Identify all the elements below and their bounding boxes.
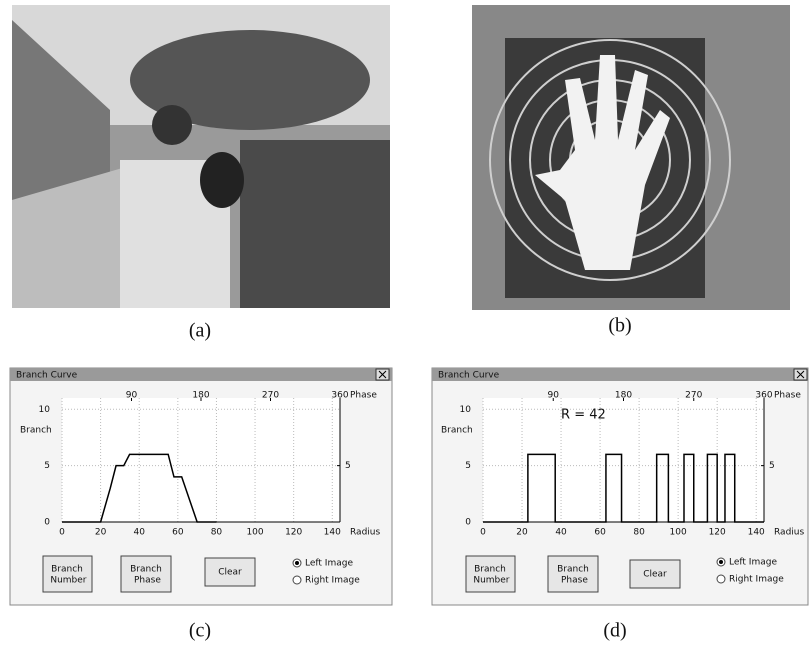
plot-area [62,398,340,522]
button-label: Branch Number [47,564,86,585]
x-tick-label: 40 [555,528,567,538]
y-tick-label: 10 [460,405,472,415]
x-tick-label: 100 [246,528,263,538]
radio-label: Left Image [729,558,777,568]
x2-tick-label: 180 [615,391,632,401]
x-tick-label: 0 [480,528,486,538]
x-tick-label: 100 [670,528,687,538]
cars [240,140,390,308]
panel-label: (d) [603,620,626,642]
x-tick-label: 20 [516,528,528,538]
close-box[interactable] [376,369,389,380]
y-tick-label: 5 [44,461,50,471]
photo-a [12,5,390,308]
x-axis-label: Radius [350,528,380,538]
button-label: Branch Phase [557,564,589,585]
x-tick-label: 40 [133,528,145,538]
button[interactable]: Branch Phase [121,556,171,592]
radio-label: Left Image [305,559,353,569]
y-tick-label: 5 [465,461,471,471]
window: Branch Curve Branch Number Branch Phase … [432,368,808,605]
annotation: R = 42 [561,407,606,422]
panel-label: (c) [189,620,211,642]
photo-b [472,5,790,310]
x2-tick-label: 90 [548,391,560,401]
radio-label: Right Image [305,576,360,586]
x-tick-label: 60 [594,528,606,538]
x-tick-label: 140 [324,528,341,538]
button-label: Branch Number [470,564,509,585]
y2-tick-label: 5 [769,461,775,471]
x-tick-label: 140 [748,528,765,538]
x-axis-label: Radius [774,528,804,538]
button-label: Clear [643,570,667,580]
y-tick-label: 10 [39,405,51,415]
y-tick-label: 0 [465,518,471,528]
panel-label: (a) [189,320,211,342]
x2-axis-label: Phase [774,391,801,401]
button[interactable]: Branch Number [466,556,515,592]
button-label: Clear [218,568,242,578]
x2-tick-label: 180 [192,391,209,401]
y-tick-label: 0 [44,518,50,528]
radio-label: Right Image [729,575,784,585]
x-tick-label: 80 [211,528,223,538]
button[interactable]: Branch Number [43,556,92,592]
x-tick-label: 60 [172,528,184,538]
panel-label: (b) [608,315,631,337]
button[interactable]: Branch Phase [548,556,598,592]
close-box[interactable] [794,369,807,380]
figure: (a) (b) (c) (d) Branch Curve Branch Numb… [0,0,809,646]
x-tick-label: 80 [633,528,645,538]
x2-tick-label: 270 [685,391,702,401]
x2-axis-label: Phase [350,391,377,401]
x-tick-label: 120 [709,528,726,538]
y2-tick-label: 5 [345,461,351,471]
window-title: Branch Curve [438,371,500,381]
window: Branch Curve Branch Number Branch Phase … [10,368,392,605]
x-tick-label: 0 [59,528,65,538]
hand [200,152,244,208]
x-tick-label: 120 [285,528,302,538]
head [152,105,192,145]
plot-area [483,398,764,522]
button-label: Branch Phase [130,564,162,585]
y-axis-label: Branch [441,426,473,436]
x2-tick-label: 270 [262,391,279,401]
x-tick-label: 20 [95,528,107,538]
button[interactable]: Clear [205,558,255,586]
y-axis-label: Branch [20,426,52,436]
button[interactable]: Clear [630,560,680,588]
x2-tick-label: 90 [126,391,138,401]
window-title: Branch Curve [16,371,78,381]
